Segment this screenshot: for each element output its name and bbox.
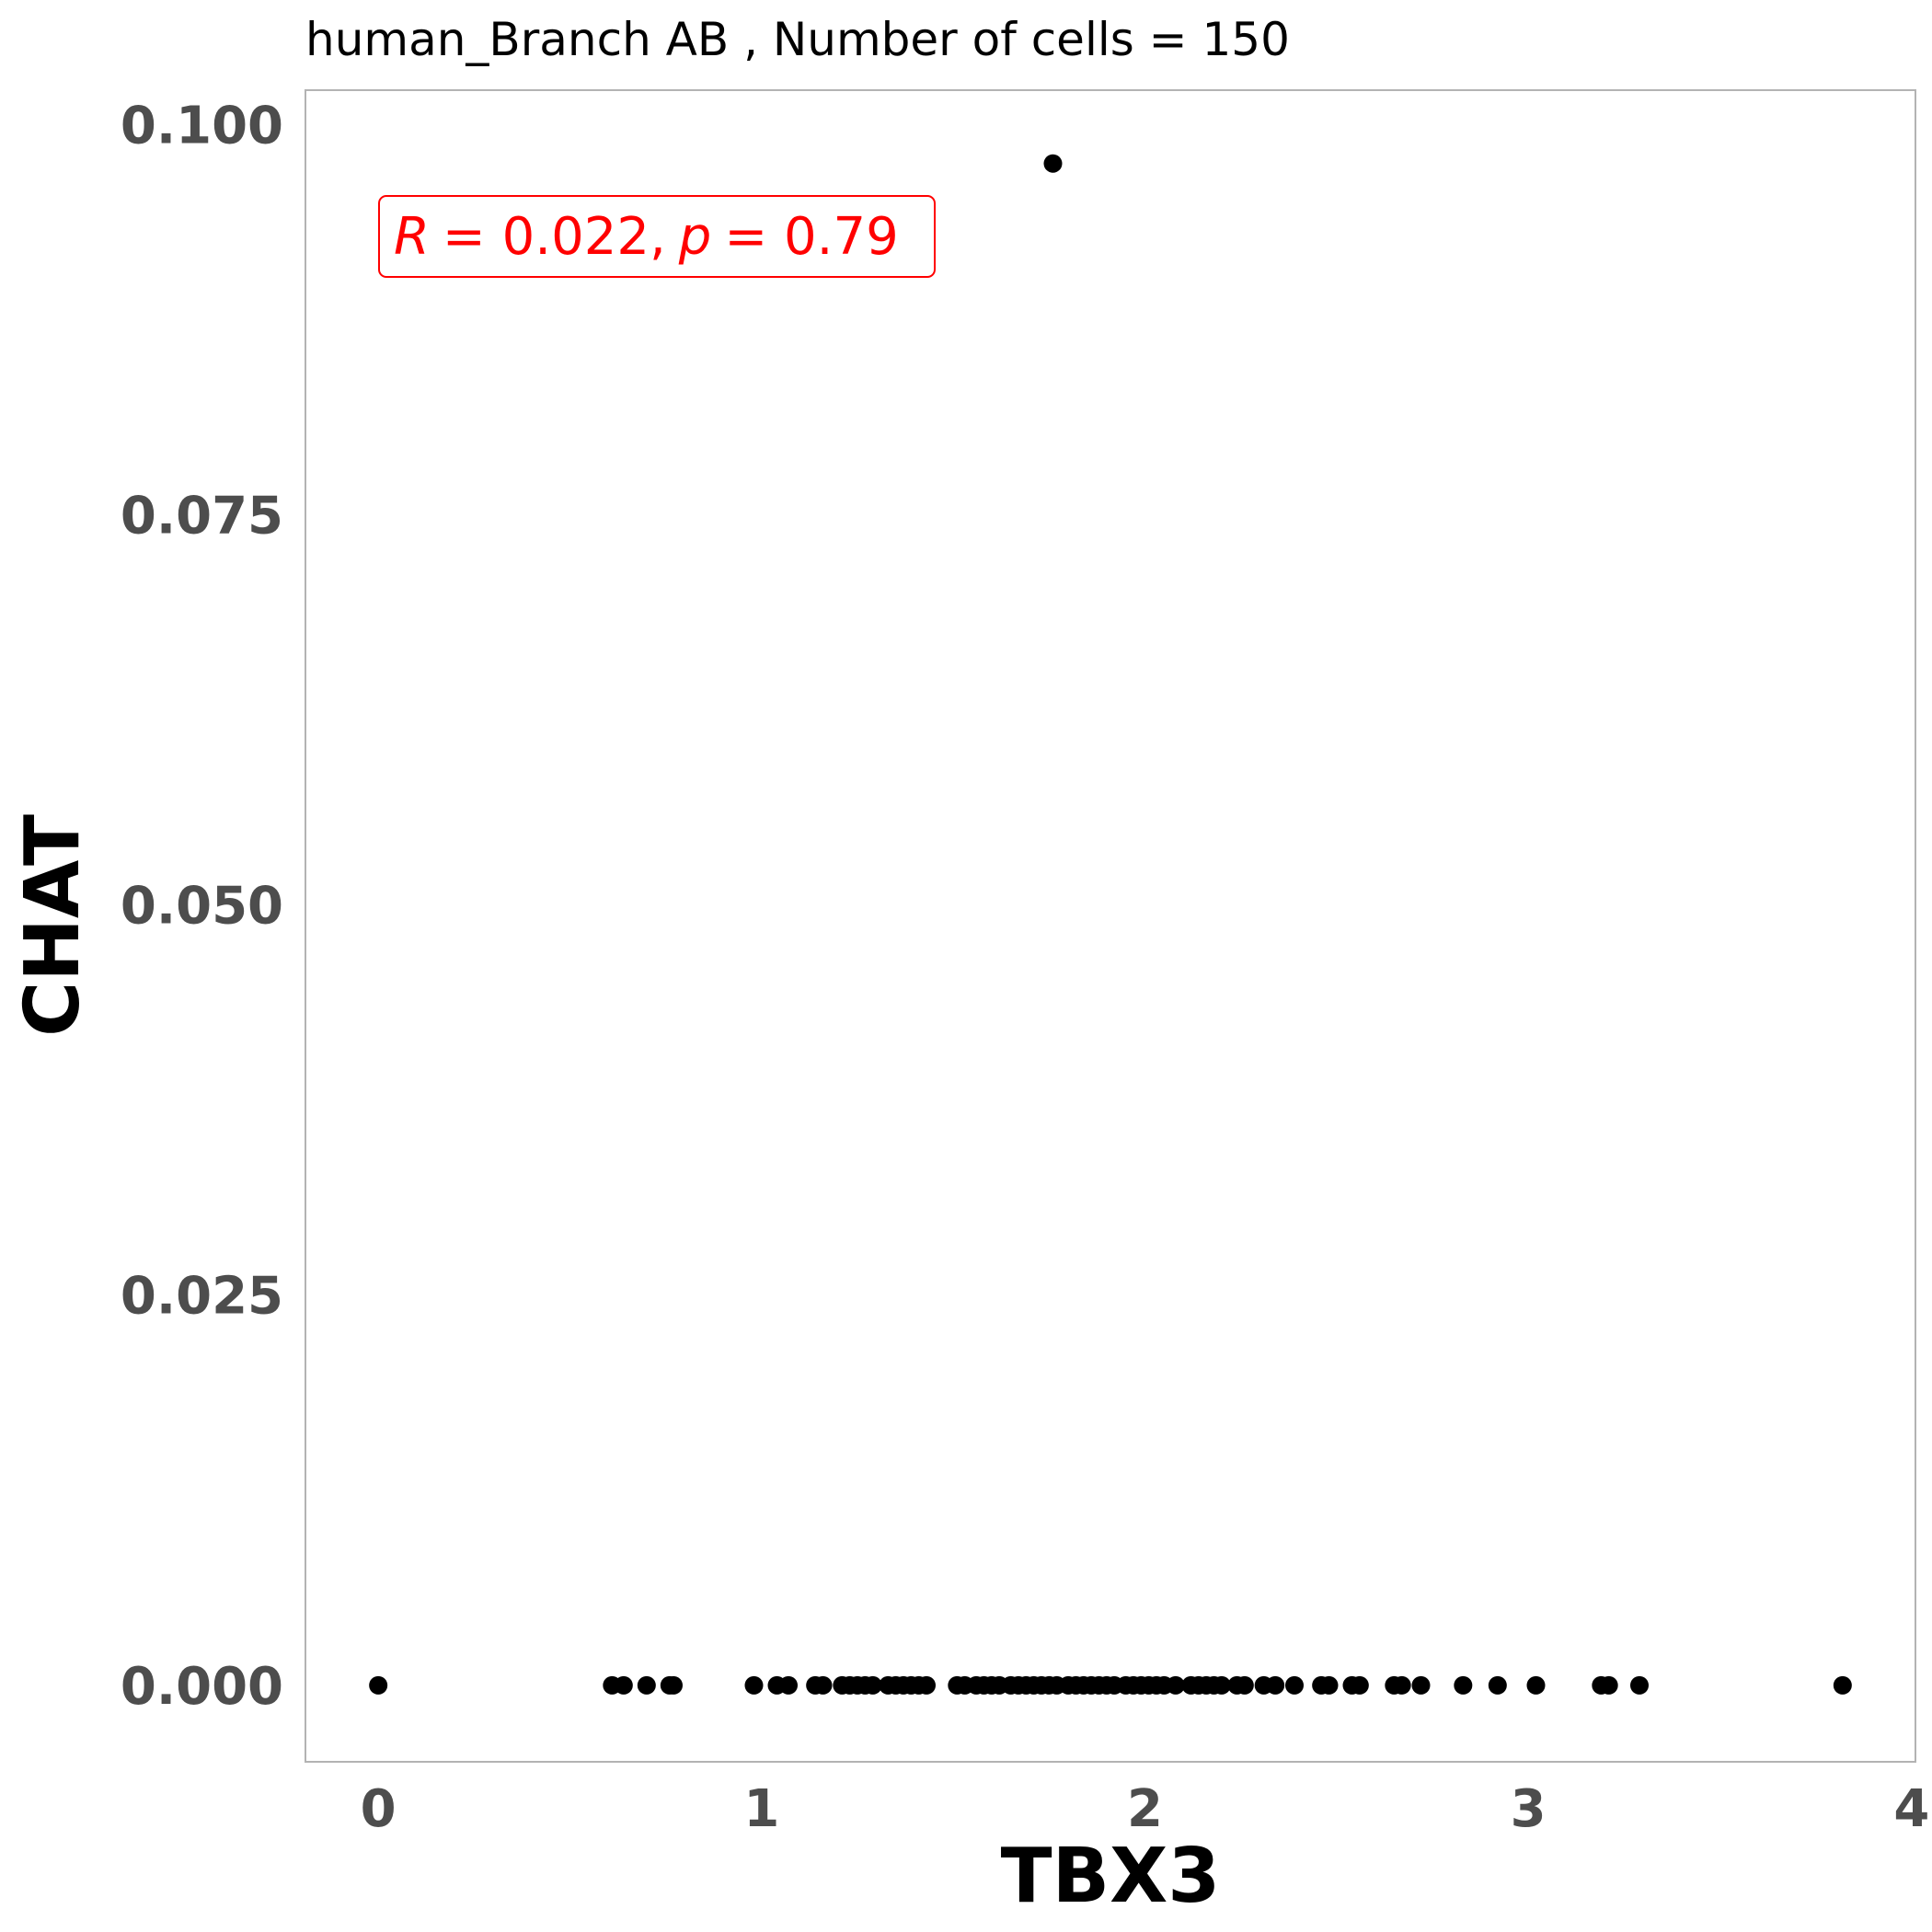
data-point: [1350, 1675, 1369, 1695]
data-point: [1043, 154, 1063, 173]
y-tick-label: 0.050: [121, 877, 283, 937]
data-point: [744, 1675, 764, 1695]
chart-title: human_Branch AB , Number of cells = 150: [305, 13, 1290, 66]
data-point: [614, 1675, 633, 1695]
p-symbol: p: [678, 207, 712, 267]
y-tick-label: 0.100: [121, 96, 283, 155]
x-axis-ticks: 0 1 2 3 4: [361, 1779, 1930, 1839]
annotation-text: R = 0.022, p = 0.79: [394, 207, 899, 267]
p-value: = 0.79: [724, 207, 898, 267]
data-point: [1285, 1675, 1304, 1695]
data-point: [779, 1675, 798, 1695]
data-point: [369, 1675, 388, 1695]
data-point: [637, 1675, 656, 1695]
y-axis-ticks: 0.000 0.025 0.050 0.075 0.100: [121, 96, 283, 1717]
correlation-annotation: R = 0.022, p = 0.79: [378, 195, 936, 278]
y-axis-title: CHAT: [9, 814, 97, 1037]
data-point: [1166, 1675, 1185, 1695]
data-point: [1488, 1675, 1507, 1695]
data-point: [917, 1675, 936, 1695]
x-tick-label: 4: [1893, 1779, 1929, 1839]
r-symbol: R: [394, 207, 430, 267]
y-tick-label: 0.000: [121, 1657, 283, 1717]
x-tick-label: 2: [1127, 1779, 1163, 1839]
data-point: [1526, 1675, 1546, 1695]
data-point: [1599, 1675, 1618, 1695]
data-point: [1833, 1675, 1852, 1695]
x-tick-label: 3: [1511, 1779, 1547, 1839]
x-tick-label: 1: [743, 1779, 779, 1839]
annotation-box: [378, 195, 936, 278]
data-point: [1630, 1675, 1649, 1695]
data-point: [1266, 1675, 1285, 1695]
data-point: [813, 1675, 833, 1695]
data-point: [664, 1675, 683, 1695]
data-point: [1235, 1675, 1254, 1695]
data-point: [1454, 1675, 1473, 1695]
y-tick-label: 0.025: [121, 1267, 283, 1327]
data-point: [1411, 1675, 1431, 1695]
data-point: [1319, 1675, 1339, 1695]
data-point: [1392, 1675, 1411, 1695]
r-value: = 0.022,: [443, 207, 666, 267]
data-point: [863, 1675, 882, 1695]
y-tick-label: 0.075: [121, 486, 283, 546]
plot-panel: [305, 89, 1916, 1763]
x-axis-title: TBX3: [1001, 1833, 1221, 1920]
data-points: [369, 154, 1852, 1695]
x-tick-label: 0: [361, 1779, 397, 1839]
data-point: [1212, 1675, 1231, 1695]
